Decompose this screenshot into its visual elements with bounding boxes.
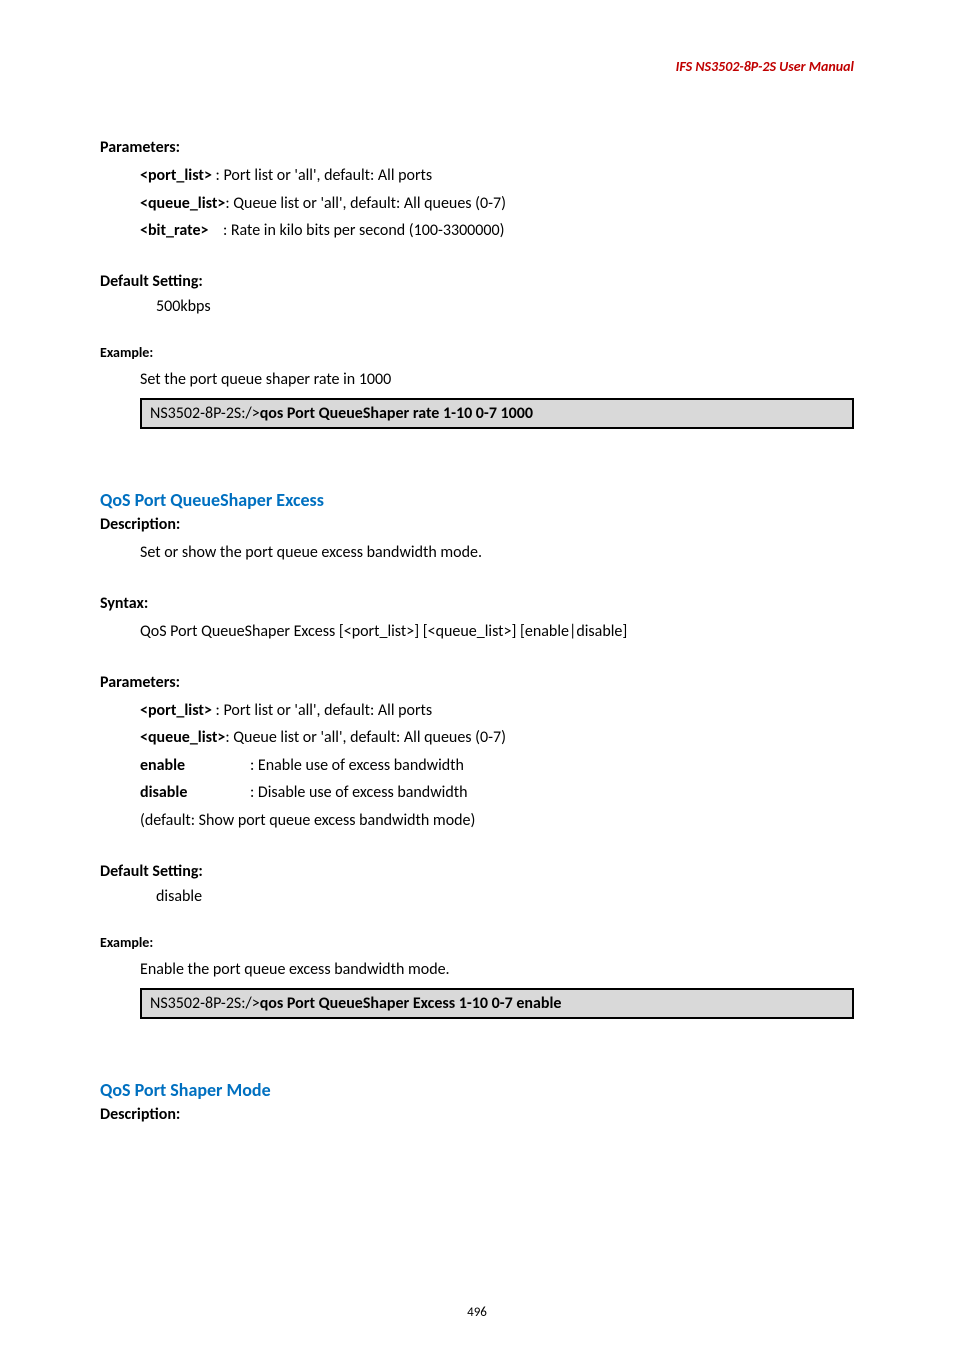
- code-box: NS3502-8P-2S:/>qos Port QueueShaper Exce…: [140, 988, 854, 1019]
- default-setting-value: disable: [156, 887, 854, 906]
- section-title-shaper-mode: QoS Port Shaper Mode: [100, 1079, 854, 1101]
- param-row: <queue_list>: Queue list or 'all', defau…: [140, 725, 854, 751]
- param-bitrate-label: <bit_rate>: [140, 218, 208, 244]
- param-row: enable: Enable use of excess bandwidth: [140, 753, 854, 779]
- page: IFS NS3502-8P-2S User Manual Parameters:…: [0, 0, 954, 1350]
- description-heading: Description:: [100, 515, 854, 534]
- param-row: <port_list> : Port list or 'all', defaul…: [140, 163, 854, 189]
- example-desc: Enable the port queue excess bandwidth m…: [140, 957, 854, 983]
- param-row: <port_list> : Port list or 'all', defaul…: [140, 698, 854, 724]
- description-text: Set or show the port queue excess bandwi…: [140, 540, 854, 566]
- param-port-label: <port_list>: [140, 163, 212, 189]
- header-product: IFS NS3502-8P-2S User Manual: [676, 58, 854, 75]
- example-heading: Example:: [100, 934, 854, 951]
- section-title-queueshaper-excess: QoS Port QueueShaper Excess: [100, 489, 854, 511]
- param-disable-desc: : Disable use of excess bandwidth: [250, 783, 467, 802]
- code-cmd: qos Port QueueShaper rate 1-10 0-7 1000: [260, 404, 533, 423]
- param-disable-label: disable: [140, 780, 250, 806]
- param-enable-desc: : Enable use of excess bandwidth: [250, 756, 464, 775]
- param-port-label: <port_list>: [140, 701, 212, 720]
- parameters-heading: Parameters:: [100, 138, 854, 157]
- example-desc: Set the port queue shaper rate in 1000: [140, 367, 854, 393]
- default-setting-heading: Default Setting:: [100, 862, 854, 881]
- code-prefix: NS3502-8P-2S:/>: [150, 994, 260, 1013]
- param-bitrate-desc: : Rate in kilo bits per second (100-3300…: [208, 221, 504, 240]
- parameters-heading: Parameters:: [100, 673, 854, 692]
- default-setting-value: 500kbps: [156, 297, 854, 316]
- param-port-desc: : Port list or 'all', default: All ports: [212, 166, 432, 185]
- param-queue-desc: : Queue list or 'all', default: All queu…: [225, 728, 506, 747]
- example-heading: Example:: [100, 344, 854, 361]
- param-queue-label: <queue_list>: [140, 191, 225, 217]
- param-enable-label: enable: [140, 753, 250, 779]
- param-row: <bit_rate> : Rate in kilo bits per secon…: [140, 218, 854, 244]
- param-default-note: (default: Show port queue excess bandwid…: [140, 808, 854, 834]
- page-number: 496: [0, 1305, 954, 1320]
- param-port-desc: : Port list or 'all', default: All ports: [212, 701, 432, 720]
- code-cmd: qos Port QueueShaper Excess 1-10 0-7 ena…: [260, 994, 562, 1013]
- code-prefix: NS3502-8P-2S:/>: [150, 404, 260, 423]
- param-queue-desc: : Queue list or 'all', default: All queu…: [225, 194, 506, 213]
- code-box: NS3502-8P-2S:/>qos Port QueueShaper rate…: [140, 398, 854, 429]
- description-heading: Description:: [100, 1105, 854, 1124]
- default-setting-heading: Default Setting:: [100, 272, 854, 291]
- syntax-text: QoS Port QueueShaper Excess [<port_list>…: [140, 619, 854, 645]
- param-queue-label: <queue_list>: [140, 728, 225, 747]
- param-row: <queue_list>: Queue list or 'all', defau…: [140, 191, 854, 217]
- param-row: disable: Disable use of excess bandwidth: [140, 780, 854, 806]
- syntax-heading: Syntax:: [100, 594, 854, 613]
